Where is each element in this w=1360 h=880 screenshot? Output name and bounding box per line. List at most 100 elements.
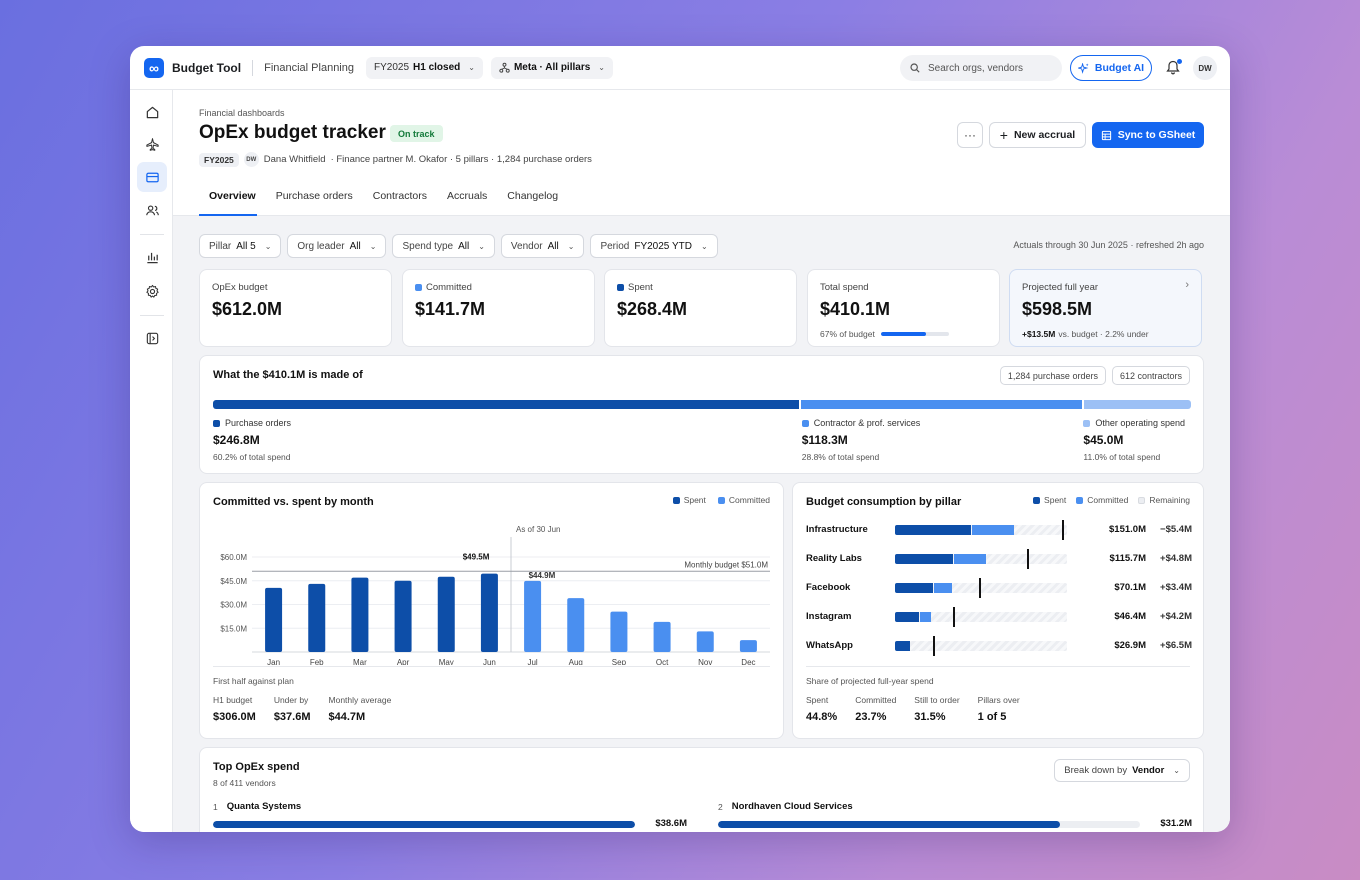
pillar-row[interactable]: Instagram $46.4M +$4.2M bbox=[806, 606, 1192, 628]
pillar-row[interactable]: WhatsApp $26.9M +$6.5M bbox=[806, 635, 1192, 657]
kpi-label: Committed bbox=[426, 282, 472, 293]
search-input[interactable]: Search orgs, vendors bbox=[900, 55, 1062, 81]
kpi-sub-text: 67% of budget bbox=[820, 329, 875, 339]
x-tick-label: Jan bbox=[267, 658, 280, 665]
new-accrual-button[interactable]: + New accrual bbox=[989, 122, 1086, 148]
monthly-legend: Spent Committed bbox=[672, 495, 770, 505]
owner-name[interactable]: Dana Whitfield bbox=[263, 154, 326, 165]
sidebar-collapse-toggle[interactable] bbox=[137, 323, 167, 353]
sidebar-item-reports[interactable] bbox=[137, 242, 167, 272]
filter-spend-type[interactable]: Spend type All ⌄ bbox=[392, 234, 495, 258]
tab-purchase-orders[interactable]: Purchase orders bbox=[275, 190, 353, 202]
tab-changelog[interactable]: Changelog bbox=[507, 190, 559, 202]
bar-spent[interactable] bbox=[308, 583, 326, 652]
share-stat: Spent 44.8% bbox=[806, 695, 837, 723]
pillar-name: Infrastructure bbox=[806, 524, 868, 535]
pillar-chart-title: Budget consumption by pillar bbox=[806, 496, 962, 508]
new-accrual-label: New accrual bbox=[1013, 129, 1076, 141]
tab-accruals[interactable]: Accruals bbox=[447, 190, 488, 202]
fiscal-year-selector[interactable]: FY2025 H1 closed ⌄ bbox=[365, 56, 483, 79]
org-selector[interactable]: Meta · All pillars ⌄ bbox=[490, 56, 613, 79]
filter-period[interactable]: Period FY2025 YTD ⌄ bbox=[590, 234, 718, 258]
pillar-track bbox=[895, 612, 1067, 622]
composition-legend-item: Other operating spend $45.0M 11.0% of tota… bbox=[1083, 418, 1185, 462]
tab-overview[interactable]: Overview bbox=[199, 184, 257, 216]
filter-vendor[interactable]: Vendor All ⌄ bbox=[500, 234, 585, 258]
sidebar-item-budget[interactable] bbox=[137, 162, 167, 192]
budget-line-label: Monthly budget $51.0M bbox=[684, 560, 768, 569]
filter-value: FY2025 YTD bbox=[634, 240, 692, 252]
bar-chart-icon bbox=[146, 252, 158, 263]
bar-committed[interactable] bbox=[653, 621, 671, 652]
bar-spent[interactable] bbox=[437, 576, 455, 652]
contractors-tag[interactable]: 612 contractors bbox=[1111, 366, 1190, 385]
pillar-name: Instagram bbox=[806, 611, 852, 622]
segment-swatch bbox=[801, 419, 809, 427]
bar-spent[interactable] bbox=[394, 580, 412, 652]
chevron-down-icon: ⌄ bbox=[478, 241, 485, 251]
purchase-orders-tag[interactable]: 1,284 purchase orders bbox=[999, 366, 1106, 385]
filter-pillar[interactable]: Pillar All 5 ⌄ bbox=[199, 234, 282, 258]
sidebar-item-settings[interactable] bbox=[137, 276, 167, 306]
as-of-label: As of 30 Jun bbox=[516, 525, 560, 534]
user-avatar[interactable]: DW bbox=[1193, 56, 1217, 80]
vendor-header: 1 Quanta Systems bbox=[213, 801, 687, 812]
segment-label: Contractor & prof. services bbox=[813, 418, 921, 428]
kpi-label-row: Spent bbox=[617, 282, 784, 293]
composition-segment[interactable] bbox=[1083, 400, 1191, 409]
legend-label: Committed bbox=[728, 495, 770, 505]
bar-committed[interactable] bbox=[524, 580, 542, 652]
sync-gsheet-button[interactable]: Sync to GSheet bbox=[1092, 122, 1204, 148]
sidebar-item-travel[interactable] bbox=[137, 129, 167, 159]
sidebar-item-people[interactable] bbox=[137, 195, 167, 225]
app-logo-icon[interactable]: ∞ bbox=[144, 57, 164, 78]
legend-row: Purchase orders bbox=[213, 418, 291, 428]
vendor-item[interactable]: 2 Nordhaven Cloud Services $31.2M bbox=[718, 801, 1192, 832]
monthly-chart-card: Committed vs. spent by month Spent Commi… bbox=[199, 482, 784, 739]
budget-ai-button[interactable]: Budget AI bbox=[1070, 55, 1152, 81]
stat-label: H1 budget bbox=[213, 695, 253, 705]
vendor-item[interactable]: 1 Quanta Systems $38.6M bbox=[213, 801, 687, 832]
legend-remaining: Remaining bbox=[1138, 495, 1190, 505]
pillar-variance: +$4.2M bbox=[1160, 611, 1192, 622]
stat-value: 44.8% bbox=[806, 711, 838, 723]
bar-spent[interactable] bbox=[265, 587, 283, 652]
pillar-row[interactable]: Reality Labs $115.7M +$4.8M bbox=[806, 548, 1192, 570]
pillar-row[interactable]: Facebook $70.1M +$3.4M bbox=[806, 577, 1192, 599]
bar-committed[interactable] bbox=[567, 598, 585, 652]
pillar-committed-bar bbox=[954, 554, 987, 564]
status-badge: On track bbox=[390, 125, 443, 142]
kpi-value: $141.7M bbox=[415, 299, 486, 319]
composition-segment[interactable] bbox=[213, 400, 800, 409]
page-title: OpEx budget tracker bbox=[199, 122, 386, 143]
x-tick-label: Apr bbox=[397, 658, 410, 665]
bar-committed[interactable] bbox=[739, 640, 757, 652]
composition-title: What the $410.1M is made of bbox=[213, 369, 363, 381]
breadcrumb[interactable]: Financial dashboards bbox=[199, 108, 285, 118]
kpi-projected-full-year[interactable]: Projected full year › $598.5M +$13.5M vs.… bbox=[1009, 269, 1202, 347]
legend-row: Other operating spend bbox=[1083, 418, 1185, 428]
bar-committed[interactable] bbox=[696, 631, 714, 652]
section-name[interactable]: Financial Planning bbox=[264, 61, 354, 74]
breakdown-selector[interactable]: Break down by Vendor ⌄ bbox=[1054, 759, 1190, 782]
tab-contractors[interactable]: Contractors bbox=[372, 190, 428, 202]
pillar-spent-bar bbox=[895, 583, 933, 593]
bar-committed[interactable] bbox=[610, 611, 628, 652]
sidebar-item-home[interactable] bbox=[137, 97, 167, 127]
y-tick-label: $60.0M bbox=[220, 553, 247, 562]
share-stat: Pillars over 1 of 5 bbox=[978, 695, 1020, 723]
pillar-row[interactable]: Infrastructure $151.0M −$5.4M bbox=[806, 519, 1192, 541]
divider bbox=[213, 666, 770, 667]
notifications-bell-icon[interactable] bbox=[1166, 59, 1182, 76]
share-stat: Committed 23.7% bbox=[855, 695, 896, 723]
kpi-value: $410.1M bbox=[820, 299, 891, 319]
filter-value: All bbox=[458, 240, 470, 252]
fy-value: H1 closed bbox=[413, 62, 461, 73]
x-tick-label: Mar bbox=[353, 658, 367, 665]
bar-spent[interactable] bbox=[480, 573, 498, 652]
filter-org-leader[interactable]: Org leader All ⌄ bbox=[287, 234, 387, 258]
composition-segment[interactable] bbox=[801, 400, 1082, 409]
bar-spent[interactable] bbox=[351, 577, 369, 652]
stat-value: $306.0M bbox=[213, 711, 256, 723]
more-options-button[interactable]: ··· bbox=[957, 122, 983, 148]
